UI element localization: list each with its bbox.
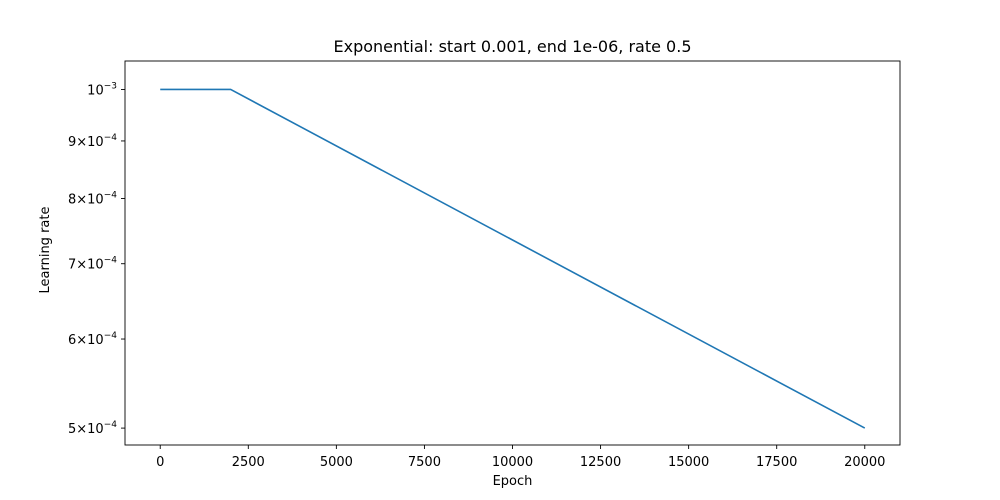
x-tick-label: 12500 [580, 455, 621, 470]
y-tick-label: 7×10−4 [68, 256, 117, 273]
y-tick-label: 8×10−4 [68, 190, 117, 207]
x-axis-label: Epoch [493, 474, 533, 489]
x-tick-label: 7500 [408, 455, 441, 470]
x-tick-label: 5000 [320, 455, 353, 470]
plot-frame [124, 60, 901, 446]
y-axis-label: Learning rate [38, 207, 53, 294]
plot-area [124, 60, 901, 446]
x-axis: 0 2500 5000 7500 10000 12500 15000 17500 20000 [156, 445, 885, 470]
chart-title: Exponential: start 0.001, end 1e-06, rat… [333, 37, 691, 56]
x-tick-label: 17500 [756, 455, 797, 470]
x-tick-label: 15000 [668, 455, 709, 470]
y-axis: 10−3 9×10−4 8×10−4 7×10−4 6×10−4 5×10−4 [68, 81, 125, 437]
y-tick-label: 10−3 [87, 81, 117, 98]
y-tick-label: 9×10−4 [68, 133, 117, 150]
y-tick-label: 5×10−4 [68, 420, 117, 437]
x-tick-label: 20000 [844, 455, 885, 470]
x-tick-label: 10000 [492, 455, 533, 470]
x-tick-label: 2500 [232, 455, 265, 470]
series-line-0 [160, 88, 866, 429]
y-tick-label: 6×10−4 [68, 331, 117, 348]
x-tick-label: 0 [156, 455, 164, 470]
